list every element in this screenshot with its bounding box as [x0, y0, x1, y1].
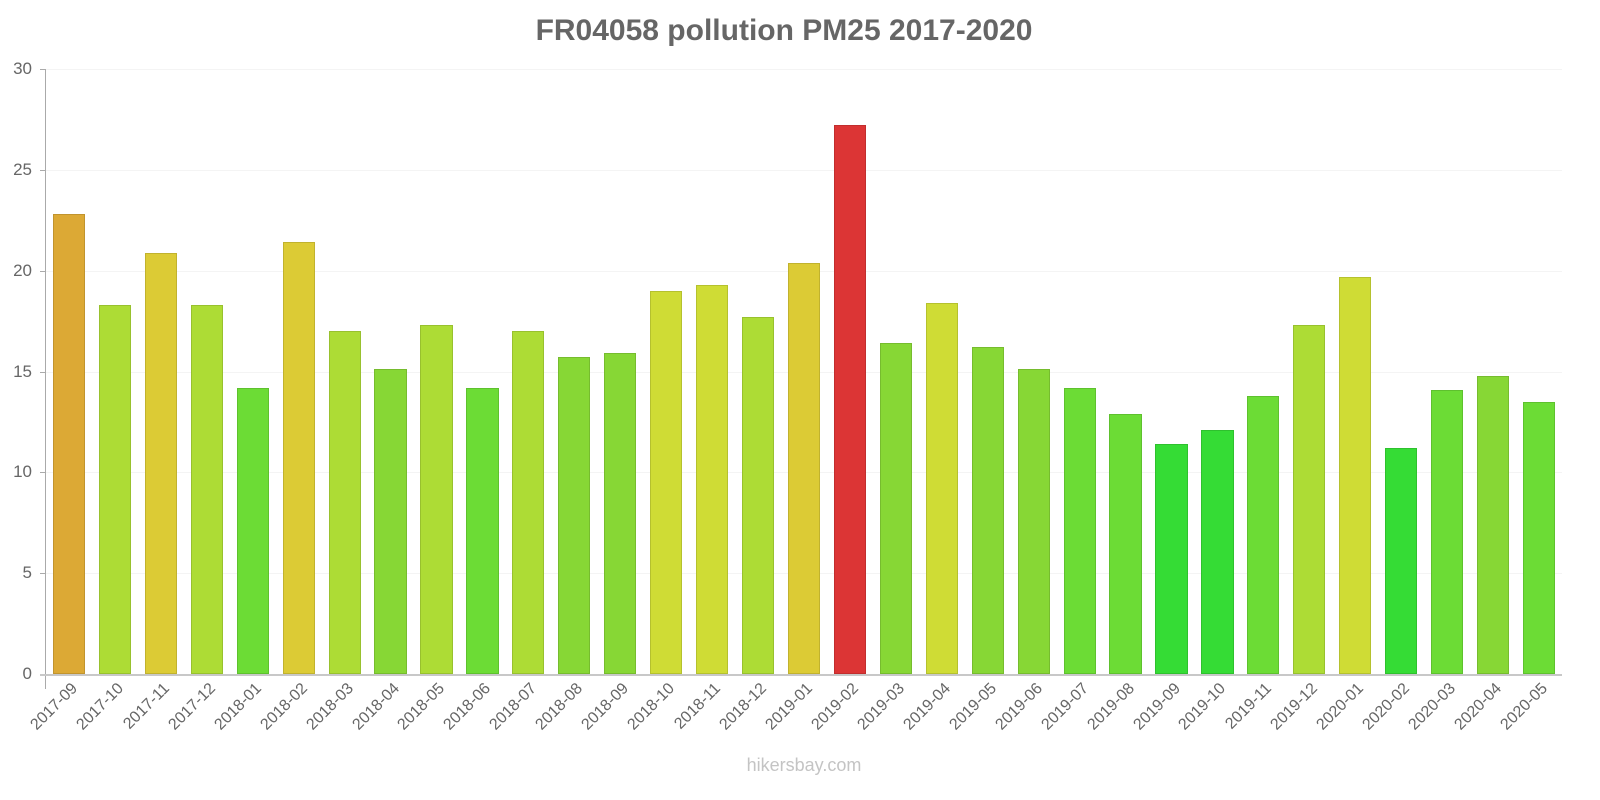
y-tick-label: 15: [13, 361, 32, 381]
bar-2018-11[interactable]: [696, 284, 729, 674]
bar-2019-10[interactable]: [1201, 429, 1234, 674]
bar-2019-02[interactable]: [833, 125, 867, 674]
bar-2019-07[interactable]: [1063, 387, 1096, 674]
chart-title: FR04058 pollution PM25 2017-2020: [535, 14, 1033, 47]
bar-2019-03[interactable]: [879, 343, 912, 674]
plot-area: [46, 69, 1562, 675]
y-tick-mark: [40, 169, 46, 171]
y-tick-mark: [40, 472, 46, 474]
y-tick-label: 20: [13, 260, 32, 280]
bar-2018-04[interactable]: [374, 369, 407, 674]
bar-2019-11[interactable]: [1247, 395, 1280, 674]
bar-2018-12[interactable]: [741, 317, 775, 674]
bar-2020-03[interactable]: [1431, 389, 1464, 674]
y-tick-label: 10: [13, 462, 32, 482]
y-tick-mark: [40, 371, 46, 373]
bar-2018-05[interactable]: [420, 325, 453, 674]
y-tick-mark: [40, 573, 46, 575]
bar-2018-03[interactable]: [328, 331, 361, 674]
y-tick-label: 25: [13, 159, 32, 179]
bar-2018-01[interactable]: [236, 387, 269, 674]
y-tick-mark: [40, 69, 46, 70]
bar-2018-02[interactable]: [282, 242, 315, 674]
bar-2019-12[interactable]: [1293, 325, 1326, 674]
bar-2017-09[interactable]: [52, 214, 86, 674]
y-tick-label: 5: [22, 563, 32, 583]
bar-2017-12[interactable]: [190, 304, 223, 674]
bar-2020-02[interactable]: [1385, 448, 1418, 674]
y-axis-line: [45, 69, 46, 689]
bar-2017-10[interactable]: [98, 304, 131, 674]
bar-2019-04[interactable]: [925, 302, 958, 674]
bar-2018-07[interactable]: [512, 331, 545, 674]
bar-2019-05[interactable]: [971, 347, 1004, 674]
credit-text: hikersbay.com: [746, 755, 862, 775]
gridline: [46, 69, 1562, 70]
bar-2019-08[interactable]: [1109, 413, 1142, 674]
y-tick-label: 0: [22, 664, 32, 683]
bar-2017-11[interactable]: [144, 252, 177, 674]
bar-2019-06[interactable]: [1017, 369, 1050, 674]
bar-2018-08[interactable]: [558, 357, 591, 674]
bar-2020-01[interactable]: [1339, 276, 1372, 674]
y-tick-mark: [40, 270, 46, 272]
bar-2019-09[interactable]: [1155, 444, 1188, 674]
bar-2019-01[interactable]: [787, 262, 821, 674]
x-axis-line: [40, 674, 1562, 676]
bar-2018-09[interactable]: [604, 353, 637, 674]
bar-2018-06[interactable]: [466, 387, 499, 674]
gridline: [46, 169, 1562, 171]
bar-2018-10[interactable]: [650, 290, 683, 674]
bar-2020-05[interactable]: [1522, 401, 1556, 674]
y-tick-label: 30: [13, 59, 32, 78]
bar-2020-04[interactable]: [1477, 375, 1510, 674]
